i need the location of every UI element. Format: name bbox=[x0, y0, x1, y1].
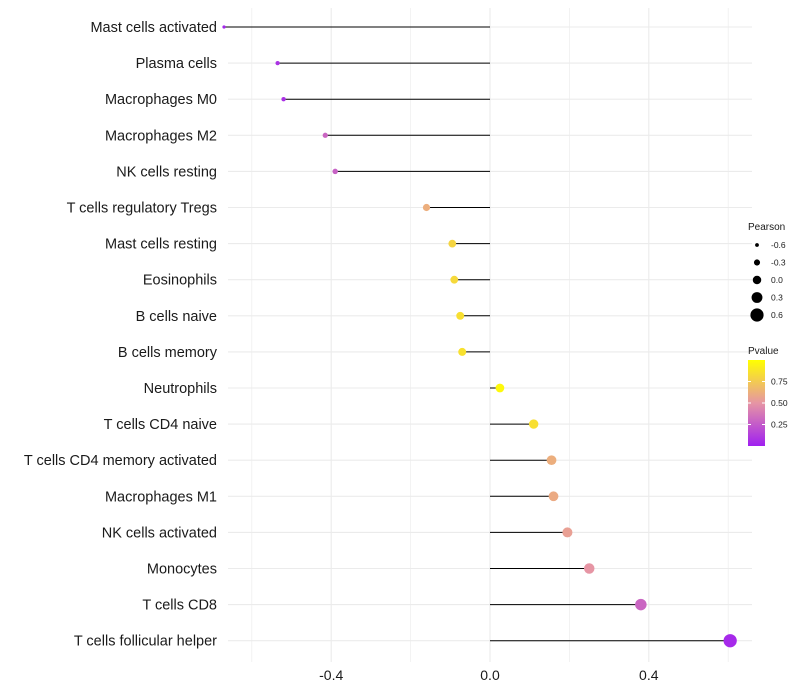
point bbox=[562, 527, 573, 538]
grid-lines bbox=[228, 8, 752, 662]
size-legend-label: -0.3 bbox=[771, 258, 786, 268]
point bbox=[332, 168, 338, 175]
category-label: B cells naive bbox=[136, 309, 217, 325]
size-legend-label: 0.0 bbox=[771, 275, 783, 285]
category-label: Monocytes bbox=[147, 562, 217, 578]
point bbox=[281, 96, 286, 102]
point bbox=[635, 598, 647, 611]
point bbox=[548, 491, 559, 502]
stems bbox=[224, 26, 731, 642]
point bbox=[448, 239, 457, 248]
category-label: Mast cells resting bbox=[105, 237, 217, 253]
category-label: T cells CD8 bbox=[142, 598, 217, 614]
point bbox=[275, 60, 280, 66]
point bbox=[422, 203, 431, 212]
category-label: B cells memory bbox=[118, 345, 218, 361]
category-labels: Mast cells activated Plasma cells Macropha… bbox=[24, 20, 218, 650]
color-legend-label: 0.25 bbox=[771, 420, 788, 430]
x-tick-label: 0.0 bbox=[480, 667, 500, 683]
category-label: Neutrophils bbox=[144, 381, 217, 397]
category-label: Macrophages M0 bbox=[105, 92, 217, 108]
size-legend-key bbox=[752, 275, 762, 285]
category-label: T cells follicular helper bbox=[74, 634, 217, 650]
category-label: Macrophages M2 bbox=[105, 128, 217, 144]
color-legend-title: Pvalue bbox=[748, 346, 779, 357]
x-axis-ticks: -0.4 0.0 0.4 bbox=[319, 667, 659, 683]
color-legend-bar bbox=[748, 360, 765, 446]
point bbox=[322, 132, 328, 138]
point bbox=[495, 383, 505, 393]
x-tick-label: 0.4 bbox=[639, 667, 659, 683]
point bbox=[723, 634, 737, 648]
point bbox=[546, 455, 557, 466]
point bbox=[456, 311, 465, 320]
size-legend-label: 0.3 bbox=[771, 293, 783, 303]
size-legend-key bbox=[753, 259, 761, 266]
size-legend-label: -0.6 bbox=[771, 240, 786, 250]
point bbox=[458, 347, 467, 356]
point bbox=[450, 275, 459, 284]
color-legend-label: 0.50 bbox=[771, 398, 788, 408]
size-legend-key bbox=[751, 292, 763, 303]
category-label: T cells CD4 memory activated bbox=[24, 453, 217, 469]
point bbox=[222, 25, 226, 29]
category-label: Plasma cells bbox=[136, 56, 217, 72]
size-legend-title: Pearson bbox=[748, 222, 785, 233]
category-label: Eosinophils bbox=[143, 273, 217, 289]
category-label: Macrophages M1 bbox=[105, 489, 217, 505]
category-label: NK cells activated bbox=[102, 525, 217, 541]
category-label: NK cells resting bbox=[116, 164, 217, 180]
points bbox=[222, 25, 737, 648]
pvalue-color-legend: Pvalue 0.25 0.50 0.75 bbox=[748, 346, 788, 446]
x-tick-label: -0.4 bbox=[319, 667, 343, 683]
size-legend-label: 0.6 bbox=[771, 310, 783, 320]
color-legend-label: 0.75 bbox=[771, 377, 788, 387]
size-legend-key bbox=[755, 243, 759, 247]
pearson-size-legend: Pearson -0.6 -0.3 0.0 0.3 0.6 bbox=[748, 222, 786, 322]
category-label: T cells regulatory Tregs bbox=[67, 201, 217, 217]
category-label: Mast cells activated bbox=[90, 20, 217, 36]
size-legend-key bbox=[750, 308, 764, 322]
category-label: T cells CD4 naive bbox=[104, 417, 217, 433]
point bbox=[528, 419, 539, 429]
point bbox=[584, 563, 595, 574]
